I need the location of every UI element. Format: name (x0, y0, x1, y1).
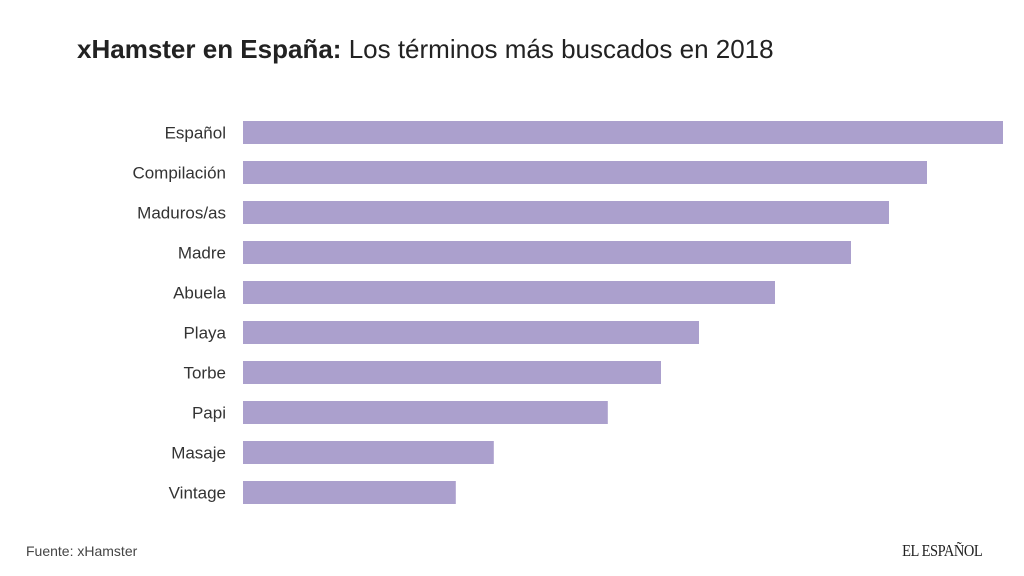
bar-2 (243, 201, 889, 224)
category-label: Maduros/as (137, 204, 226, 223)
category-label: Madre (178, 244, 226, 263)
bar-9 (243, 481, 456, 504)
category-label: Masaje (171, 444, 226, 463)
source-label: Fuente: (26, 543, 74, 559)
bar-7 (243, 401, 608, 424)
el-espanol-logo: EL ESPAÑOL (901, 541, 983, 560)
bar-3 (243, 241, 851, 264)
category-label: Papi (192, 404, 226, 423)
chart-title: xHamster en España: Los términos más bus… (77, 34, 774, 65)
bar-4 (243, 281, 775, 304)
bar-5 (243, 321, 699, 344)
category-label: Playa (183, 324, 226, 343)
title-rest: Los términos más buscados en 2018 (348, 34, 774, 64)
category-label: Abuela (173, 284, 226, 303)
category-label: Compilación (132, 164, 226, 183)
title-bold: xHamster en España: (77, 34, 342, 64)
bar-0 (243, 121, 1003, 144)
category-label: Torbe (183, 364, 226, 383)
bar-8 (243, 441, 494, 464)
category-label: Español (165, 124, 226, 143)
bar-1 (243, 161, 927, 184)
category-label: Vintage (169, 484, 226, 503)
bar-6 (243, 361, 661, 384)
source-value: xHamster (77, 543, 138, 559)
source-note: Fuente: xHamster (26, 543, 137, 559)
